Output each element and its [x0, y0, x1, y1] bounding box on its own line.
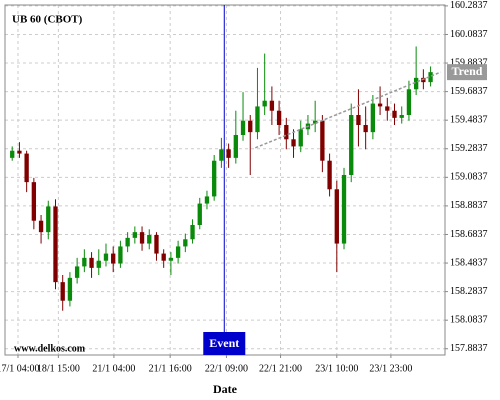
candle-body — [139, 232, 145, 244]
candle-body — [31, 182, 37, 221]
candle-body — [183, 239, 188, 247]
candle-body — [428, 72, 433, 83]
candle-body — [111, 253, 116, 264]
y-tick-label: 159.6837 — [450, 86, 488, 97]
candle-body — [327, 160, 332, 190]
grid — [5, 5, 445, 355]
candle-body — [341, 175, 347, 244]
candle-body — [313, 120, 318, 124]
candle-body — [132, 232, 137, 238]
candle-body — [226, 149, 231, 158]
x-tick-label: 23/1 23:00 — [369, 363, 412, 374]
candle-body — [197, 203, 202, 225]
candle-body — [320, 120, 325, 161]
candle-body — [60, 282, 65, 301]
x-axis-label: Date — [213, 382, 238, 396]
trend-line — [255, 71, 441, 149]
candle-body — [248, 120, 253, 133]
trend-label: Trend — [452, 64, 483, 78]
candle-body — [118, 246, 123, 264]
event-label-box — [203, 332, 246, 355]
candle-body — [262, 100, 267, 107]
candle-body — [161, 253, 166, 261]
x-tick-label: 21/1 16:00 — [149, 363, 192, 374]
y-tick-label: 157.8837 — [450, 343, 488, 354]
candle-body — [147, 235, 152, 244]
y-tick-label: 160.0837 — [450, 29, 488, 40]
candle-body — [96, 260, 101, 268]
y-tick-label: 158.2837 — [450, 286, 488, 297]
candle-body — [125, 237, 130, 247]
candle-body — [38, 220, 44, 233]
candle-body — [284, 125, 289, 140]
candle-body — [67, 277, 73, 301]
candle-body — [190, 225, 195, 240]
candle-body — [255, 106, 260, 133]
candle-body — [212, 160, 217, 197]
y-tick-label: 158.8837 — [450, 200, 488, 211]
candle-body — [298, 129, 303, 147]
candle-body — [175, 246, 181, 258]
candle-body — [103, 253, 109, 261]
candle-body — [385, 106, 390, 111]
watermark: www.delkos.com — [14, 343, 86, 354]
candle-body — [370, 103, 376, 133]
candle-body — [413, 77, 419, 90]
y-tick-label: 158.6837 — [450, 229, 488, 240]
y-tick-label: 159.8837 — [450, 57, 488, 68]
x-tick-label: 22/1 21:00 — [259, 363, 302, 374]
candle-body — [240, 120, 246, 135]
x-tick-label: 18/1 15:00 — [37, 363, 80, 374]
candle-body — [276, 110, 282, 125]
trend-label-box — [447, 64, 487, 81]
candle-body — [10, 150, 15, 158]
x-tick-label: 21/1 04:00 — [92, 363, 135, 374]
y-tick-label: 159.2837 — [450, 143, 488, 154]
candle-body — [46, 206, 51, 233]
candle-body — [399, 115, 404, 118]
candle-body — [204, 196, 210, 204]
y-tick-label: 160.2837 — [450, 0, 488, 11]
candles — [10, 46, 433, 311]
y-tick-label: 158.4837 — [450, 257, 488, 268]
y-tick-label: 159.4837 — [450, 114, 488, 125]
event-label: Event — [209, 336, 239, 350]
candle-body — [377, 103, 383, 107]
candle-body — [269, 100, 275, 111]
y-tick-label: 159.0837 — [450, 172, 488, 183]
candle-body — [363, 125, 368, 133]
candle-body — [74, 266, 80, 278]
x-tick-label: 22/1 09:00 — [205, 363, 248, 374]
candle-body — [82, 257, 87, 267]
candle-body — [24, 153, 29, 183]
candle-body — [356, 115, 361, 125]
candle-body — [349, 115, 354, 175]
candle-body — [53, 206, 58, 283]
x-tick-label: 23/1 10:00 — [315, 363, 358, 374]
candle-body — [291, 139, 296, 147]
candle-body — [89, 257, 94, 268]
candle-body — [168, 257, 174, 261]
y-tick-label: 158.0837 — [450, 314, 488, 325]
candle-body — [233, 135, 238, 158]
chart-title: UB 60 (CBOT) — [12, 14, 83, 26]
candle-body — [219, 149, 224, 161]
x-tick-label: 17/1 04:00 — [0, 363, 40, 374]
candle-body — [392, 110, 397, 118]
candle-body — [17, 150, 22, 154]
candle-body — [334, 189, 339, 244]
candle-body — [406, 89, 412, 115]
candle-body — [154, 235, 159, 254]
